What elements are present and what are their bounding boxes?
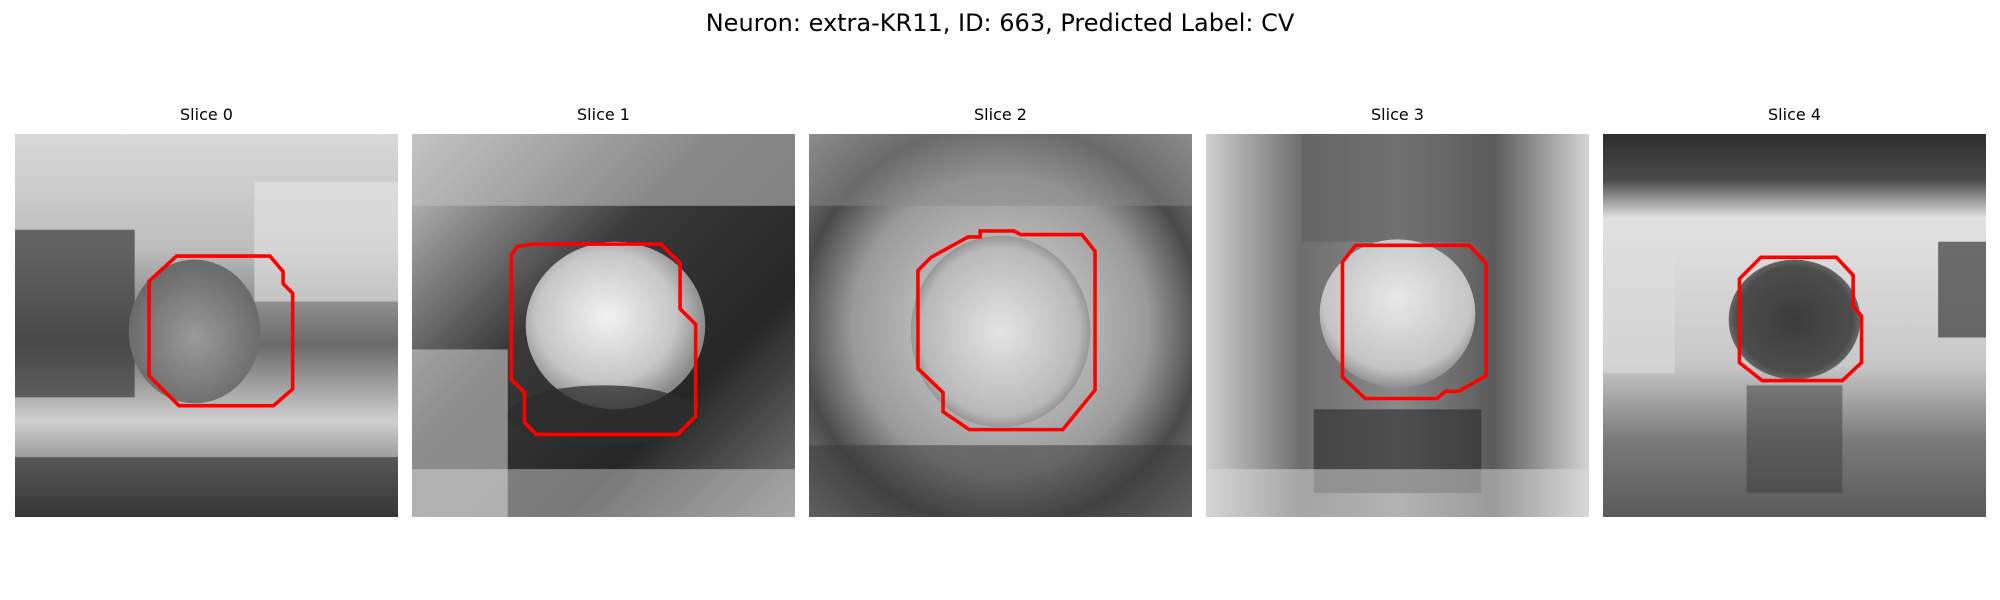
slice-title-1: Slice 1 [577, 105, 630, 124]
slice-panel-0: Slice 0 [15, 105, 398, 517]
slice-image-4 [1603, 134, 1986, 517]
slice-title-2: Slice 2 [974, 105, 1027, 124]
slice-image-1 [412, 134, 795, 517]
slice-title-4: Slice 4 [1768, 105, 1821, 124]
slice-panel-1: Slice 1 [412, 105, 795, 517]
slice-title-0: Slice 0 [180, 105, 233, 124]
slice-image-2 [809, 134, 1192, 517]
slice-panel-3: Slice 3 [1206, 105, 1589, 517]
slice-panel-2: Slice 2 [809, 105, 1192, 517]
slice-panel-4: Slice 4 [1603, 105, 1986, 517]
figure-title: Neuron: extra-KR11, ID: 663, Predicted L… [705, 9, 1295, 37]
slice-image-0 [15, 134, 398, 517]
slice-image-3 [1206, 134, 1589, 517]
slice-title-3: Slice 3 [1371, 105, 1424, 124]
